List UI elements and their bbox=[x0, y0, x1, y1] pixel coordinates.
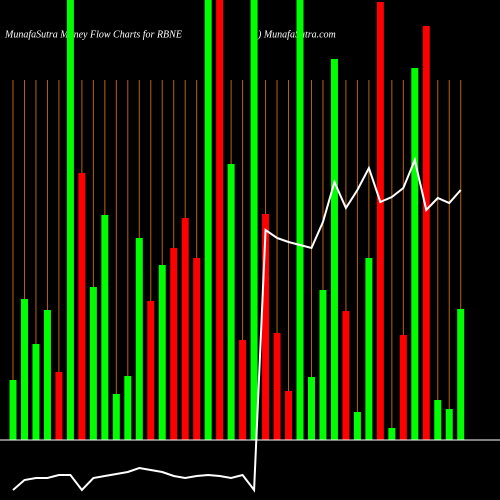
bar bbox=[365, 258, 373, 440]
bar bbox=[89, 287, 97, 440]
bar bbox=[147, 301, 155, 440]
bar bbox=[66, 0, 74, 440]
bar bbox=[124, 376, 132, 440]
bar bbox=[457, 309, 465, 440]
bar bbox=[20, 299, 28, 440]
bar bbox=[78, 173, 86, 440]
bar bbox=[112, 394, 120, 440]
bar bbox=[216, 0, 224, 440]
bar bbox=[239, 340, 247, 440]
bar bbox=[158, 265, 166, 440]
bar bbox=[193, 258, 201, 440]
bar bbox=[32, 344, 40, 440]
bar bbox=[422, 26, 430, 440]
chart-title: MunafaSutra Money Flow Charts for RBNE bbox=[4, 29, 182, 40]
bar bbox=[9, 380, 17, 440]
bar bbox=[227, 164, 235, 440]
bar bbox=[307, 377, 315, 440]
bar bbox=[342, 311, 350, 440]
bar bbox=[181, 218, 189, 440]
bar bbox=[353, 412, 361, 440]
bar bbox=[330, 59, 338, 440]
bar bbox=[135, 238, 143, 440]
bar bbox=[170, 248, 178, 440]
bar bbox=[273, 333, 281, 440]
bar bbox=[445, 409, 453, 440]
bar bbox=[296, 0, 304, 440]
chart-source: ) MunafaSutra.com bbox=[257, 29, 336, 40]
flow-line bbox=[12, 156, 462, 493]
bar bbox=[399, 335, 407, 440]
bar bbox=[376, 2, 384, 440]
bar bbox=[388, 428, 396, 440]
bar bbox=[285, 391, 293, 440]
bar bbox=[43, 310, 51, 440]
bar bbox=[411, 68, 419, 440]
bar bbox=[250, 0, 258, 440]
bar bbox=[55, 372, 63, 440]
bar bbox=[262, 214, 270, 440]
bar bbox=[319, 290, 327, 440]
bar bbox=[434, 400, 442, 440]
bar bbox=[204, 0, 212, 440]
bar bbox=[101, 215, 109, 440]
